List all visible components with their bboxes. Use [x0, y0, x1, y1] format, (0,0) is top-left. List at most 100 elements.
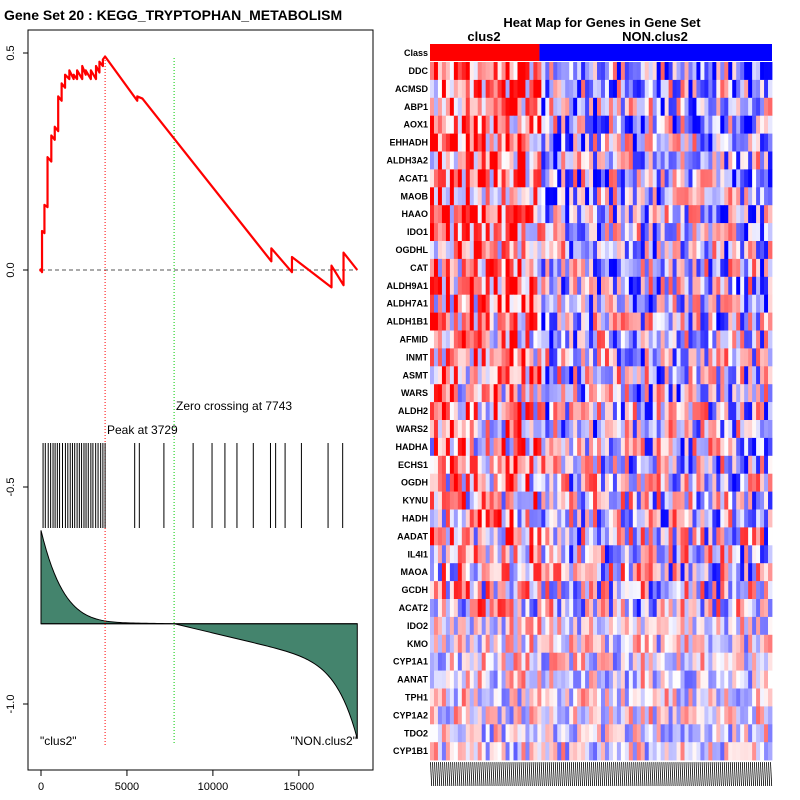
sample-label-tick: [484, 762, 487, 787]
heatmap-cell: [437, 62, 443, 81]
heatmap-cell: [676, 545, 681, 564]
heatmap-cell: [461, 563, 467, 582]
heatmap-cell: [660, 384, 666, 403]
heatmap-cell: [620, 563, 626, 582]
heatmap-cell: [581, 115, 586, 134]
heatmap-cell: [696, 187, 701, 206]
gene-label: IL4I1: [407, 549, 428, 559]
heatmap-cell: [728, 115, 733, 134]
heatmap-cell: [453, 652, 459, 671]
heatmap-cell: [561, 384, 566, 403]
heatmap-cell: [656, 455, 662, 474]
heatmap-cell: [493, 599, 499, 618]
heatmap-cell: [525, 688, 530, 707]
heatmap-cell: [708, 545, 713, 564]
heatmap-cell: [457, 187, 463, 206]
heatmap-cell: [608, 258, 614, 278]
heatmap-cell: [573, 437, 578, 457]
heatmap-cell: [581, 473, 586, 492]
heatmap-cell: [752, 312, 757, 331]
sample-label-tick: [520, 762, 523, 787]
heatmap-cell: [493, 330, 499, 349]
heatmap-cell: [441, 491, 447, 510]
heatmap-cell: [668, 97, 673, 116]
heatmap-cell: [593, 670, 598, 689]
heatmap-cell: [708, 115, 713, 134]
heatmap-cell: [529, 437, 534, 457]
heatmap-cell: [441, 634, 447, 653]
heatmap-cell: [473, 599, 479, 618]
heatmap-cell: [608, 330, 614, 349]
heatmap-cell: [449, 509, 455, 528]
heatmap-cell: [485, 330, 491, 349]
heatmap-cell: [740, 169, 745, 188]
heatmap-cell: [445, 473, 451, 492]
sample-label-tick: [631, 762, 634, 787]
heatmap-cell: [489, 402, 495, 421]
heatmap-cell: [700, 258, 705, 278]
heatmap-cell: [525, 545, 530, 564]
heatmap-cell: [509, 348, 514, 367]
heatmap-cell: [708, 599, 713, 618]
heatmap-cell: [620, 366, 626, 385]
x-tick-label: 15000: [284, 781, 315, 793]
heatmap-cell: [465, 330, 471, 349]
heatmap-cell: [477, 742, 483, 761]
heatmap-cell: [489, 133, 495, 152]
sample-label-tick: [655, 762, 658, 787]
heatmap-cell: [577, 455, 582, 474]
heatmap-cell: [513, 330, 518, 349]
sample-label-tick: [766, 762, 769, 787]
heatmap-cell: [612, 670, 618, 689]
heatmap-cell: [573, 133, 578, 152]
heatmap-cell: [688, 205, 693, 224]
heatmap-cell: [521, 420, 526, 439]
heatmap-cell: [756, 79, 761, 99]
heatmap-cell: [477, 294, 483, 313]
heatmap-cell: [569, 420, 574, 439]
heatmap-cell: [636, 241, 642, 260]
heatmap-cell: [437, 169, 443, 188]
heatmap-cell: [573, 223, 578, 242]
heatmap-cell: [433, 330, 439, 349]
heatmap-cell: [481, 652, 487, 671]
heatmap-cell: [445, 348, 451, 367]
heatmap-cell: [748, 437, 753, 457]
heatmap-cell: [692, 670, 697, 689]
heatmap-cell: [541, 688, 546, 707]
heatmap-cell: [688, 79, 693, 99]
heatmap-cell: [748, 652, 753, 671]
heatmap-cell: [652, 312, 658, 331]
heatmap-cell: [632, 670, 638, 689]
heatmap-cell: [756, 688, 761, 707]
heatmap-cell: [712, 258, 717, 278]
heatmap-cell: [672, 509, 677, 528]
heatmap-cell: [688, 581, 693, 600]
heatmap-cell: [557, 473, 562, 492]
heatmap-cell: [748, 384, 753, 403]
heatmap-cell: [497, 205, 502, 224]
heatmap-cell: [760, 599, 765, 618]
heatmap-cell: [561, 276, 566, 295]
heatmap-cell: [660, 509, 666, 528]
heatmap-cell: [644, 384, 650, 403]
heatmap-cell: [441, 330, 447, 349]
heatmap-cell: [756, 205, 761, 224]
heatmap-cell: [593, 491, 598, 510]
heatmap-cell: [453, 151, 459, 170]
heatmap-cell: [521, 169, 526, 188]
heatmap-cell: [573, 151, 578, 170]
heatmap-cell: [477, 706, 483, 725]
heatmap-cell: [724, 62, 729, 81]
heatmap-cell: [656, 187, 662, 206]
heatmap-cell: [760, 688, 765, 707]
heatmap-cell: [581, 491, 586, 510]
heatmap-cell: [656, 616, 662, 636]
heatmap-cell: [680, 742, 685, 761]
heatmap-cell: [676, 527, 681, 546]
gene-label: ALDH7A1: [386, 299, 428, 309]
heatmap-cell: [672, 384, 677, 403]
heatmap-cell: [549, 169, 554, 188]
heatmap-cell: [652, 258, 658, 278]
heatmap-cell: [461, 205, 467, 224]
